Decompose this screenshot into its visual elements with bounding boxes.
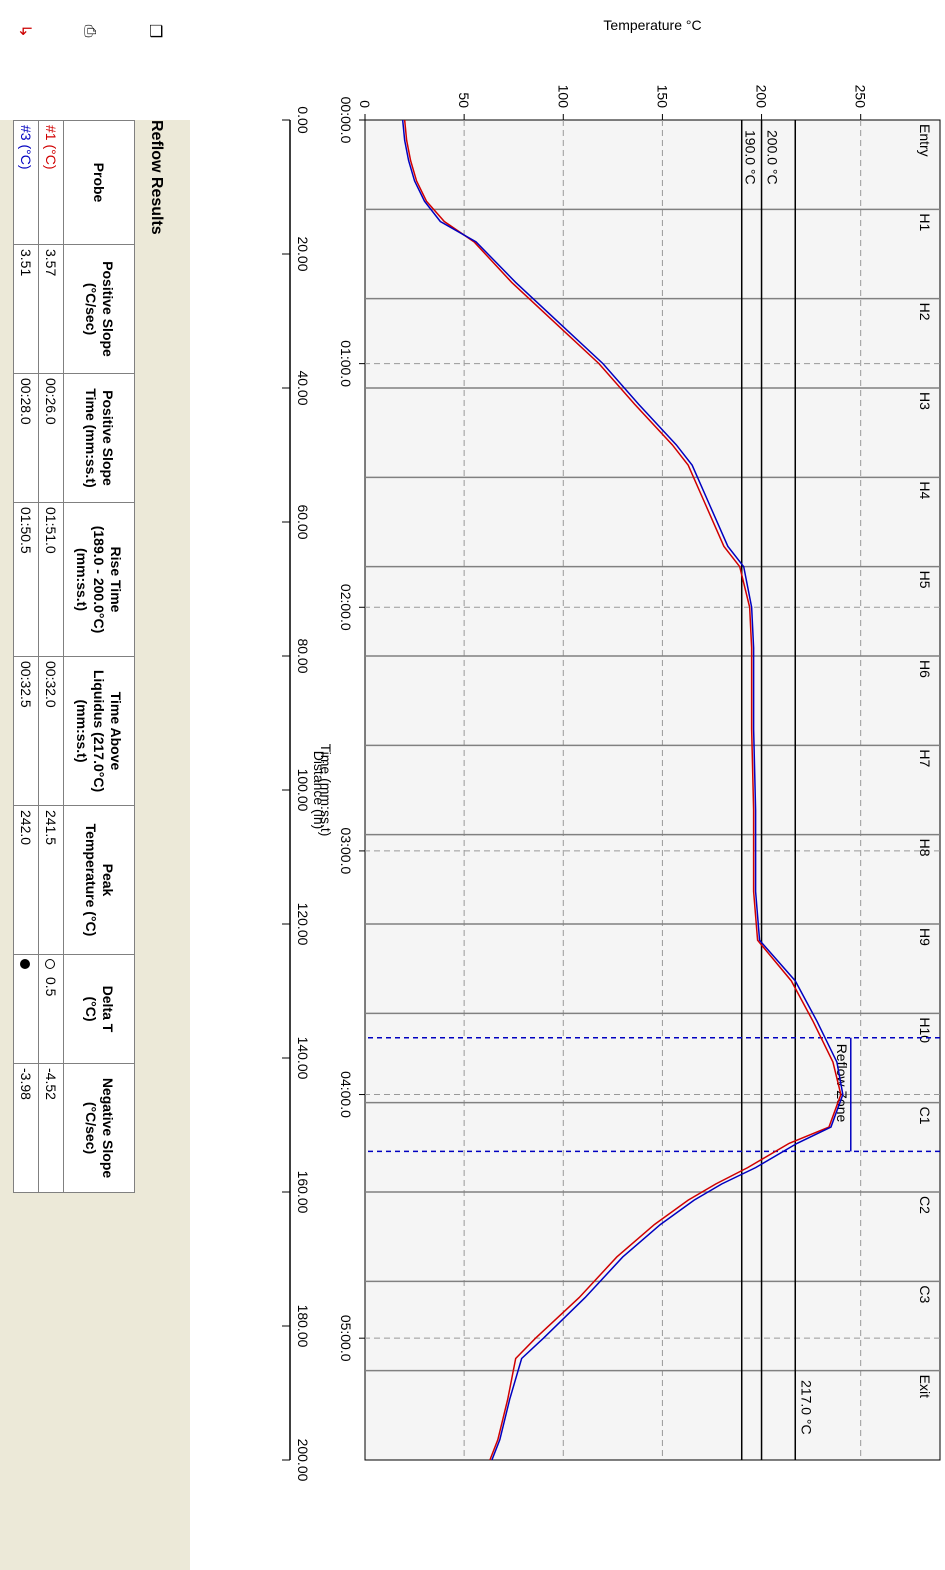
time-tick-label: 03:00.0	[338, 828, 354, 875]
zone-label: H3	[917, 392, 933, 410]
peak-temperature-cell: 241.5	[38, 805, 64, 955]
rise-time-cell: 01:50.5	[13, 502, 39, 657]
zone-label: H1	[917, 213, 933, 231]
copy-icon[interactable]: ❐	[146, 23, 163, 39]
header-time-above-liquidus: Time Above Liquidus (217.0°C) (mm:ss.t)	[63, 656, 135, 806]
positive-slope-cell: 3.57	[38, 244, 64, 374]
plot-area	[364, 119, 941, 1461]
time-tick-label: 02:00.0	[338, 584, 354, 631]
delta-t-cell	[13, 954, 39, 1064]
y-tick-label: 0	[357, 100, 373, 108]
peak-temperature-cell: 242.0	[13, 805, 39, 955]
zone-label: Entry	[917, 124, 933, 157]
zone-label: H5	[917, 571, 933, 589]
distance-tick-label: 200.00	[295, 1439, 311, 1482]
header-delta-t: Delta T (°C)	[63, 954, 135, 1064]
distance-tick-label: 160.00	[295, 1171, 311, 1214]
header-positive-slope: Positive Slope (°C/sec)	[63, 244, 135, 374]
zone-label: H7	[917, 749, 933, 767]
distance-tick-label: 40.00	[295, 370, 311, 405]
reflow-results-table: Probe Positive Slope (°C/sec) Positive Sl…	[13, 120, 135, 1193]
distance-tick-label: 60.00	[295, 504, 311, 539]
reflow-chart: Entry H1 H2 H3 H4 H5 H6 H7 H8 H9 H10 C1 C2 C3 Exit 217.…	[282, 17, 941, 1482]
positive-slope-cell: 3.51	[13, 244, 39, 374]
zone-label: H4	[917, 481, 933, 499]
time-tick-label: 01:00.0	[338, 340, 354, 387]
pointer-icon[interactable]: ↳	[16, 24, 33, 38]
negative-slope-cell: -4.52	[38, 1063, 64, 1193]
distance-tick-label: 100.00	[295, 769, 311, 812]
rise-time-cell: 01:51.0	[38, 502, 64, 657]
zone-label: Exit	[917, 1375, 933, 1398]
negative-slope-cell: -3.98	[13, 1063, 39, 1193]
distance-tick-label: 120.00	[295, 903, 311, 946]
y-tick-label: 50	[456, 92, 472, 108]
delta-open-icon	[44, 959, 55, 969]
y-tick-label: 200	[754, 85, 770, 109]
reflow-results-panel: Reflow Results Probe Positive Slope (°C/s…	[0, 120, 190, 1570]
time-tick-label: 05:00.0	[338, 1315, 354, 1362]
distance-tick-label: 0.00	[295, 106, 311, 133]
header-negative-slope: Negative Slope (°C/sec)	[63, 1063, 135, 1193]
time-tick-label: 00:00.0	[338, 97, 354, 144]
probe-cell: #3 (°C)	[13, 120, 39, 245]
zone-label: H6	[917, 660, 933, 678]
distance-tick-label: 140.00	[295, 1037, 311, 1080]
table-row[interactable]: #1 (°C) 3.57 00:26.0 01:51.0 00:32.0 241…	[38, 120, 64, 1193]
time-tick-label: 04:00.0	[338, 1071, 354, 1118]
zone-label: H8	[917, 839, 933, 857]
zone-label: H2	[917, 303, 933, 321]
series-line	[401, 119, 844, 1461]
series-line	[403, 119, 842, 1461]
delta-t-cell: 0.5	[38, 954, 64, 1064]
header-rise-time: Rise Time (189.0 - 200.0°C) (mm:ss.t)	[63, 502, 135, 657]
time-axis-label: Time (mm:ss.t)	[318, 744, 334, 837]
probe-cell: #1 (°C)	[38, 120, 64, 245]
print-icon[interactable]: ⎙	[81, 24, 98, 38]
distance-axis-label: Distance (in)	[311, 751, 327, 830]
reference-label-200: 200.0 °C	[765, 130, 781, 185]
y-tick-label: 150	[654, 85, 670, 109]
distance-tick-label: 80.00	[295, 638, 311, 673]
zone-label: H10	[917, 1017, 933, 1043]
side-toolbar: ❐ ⎙ ↳	[0, 0, 190, 110]
reference-label-217: 217.0 °C	[798, 1380, 814, 1435]
header-peak-temperature: Peak Temperature (°C)	[63, 805, 135, 955]
y-axis-label: Temperature °C	[603, 17, 701, 33]
distance-tick-label: 20.00	[295, 236, 311, 271]
positive-slope-time-cell: 00:26.0	[38, 373, 64, 503]
reflow-results-title: Reflow Results	[148, 120, 165, 235]
table-row[interactable]: #3 (°C) 3.51 00:28.0 01:50.5 00:32.5 242…	[13, 120, 39, 1193]
reference-label-190: 190.0 °C	[743, 130, 759, 185]
y-tick-label: 250	[853, 85, 869, 109]
header-positive-slope-time: Positive Slope Time (mm:ss.t)	[63, 373, 135, 503]
positive-slope-time-cell: 00:28.0	[13, 373, 39, 503]
zone-label: H9	[917, 928, 933, 946]
zone-label: C1	[917, 1107, 933, 1125]
header-probe: Probe	[63, 120, 135, 245]
distance-tick-label: 180.00	[295, 1305, 311, 1348]
zone-label: C3	[917, 1285, 933, 1303]
zone-label: C2	[917, 1196, 933, 1214]
delta-filled-icon	[19, 959, 30, 969]
time-above-liquidus-cell: 00:32.0	[38, 656, 64, 806]
time-above-liquidus-cell: 00:32.5	[13, 656, 39, 806]
y-tick-label: 100	[555, 85, 571, 109]
